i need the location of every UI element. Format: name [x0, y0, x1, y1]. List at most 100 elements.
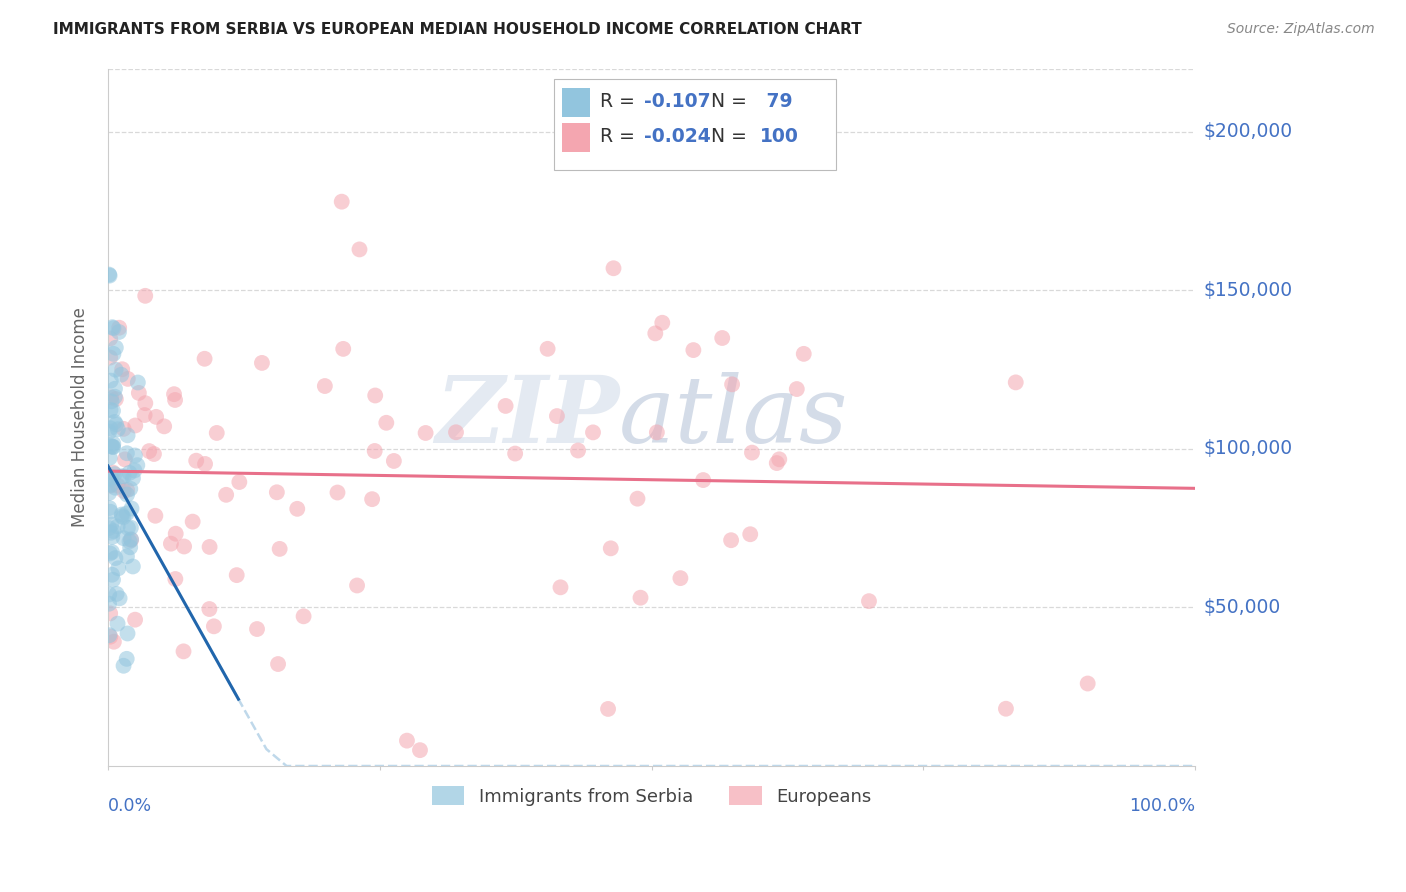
Point — [120, 533, 142, 547]
Point — [98, 501, 121, 516]
Point — [98, 351, 121, 365]
Text: ZIP: ZIP — [434, 372, 619, 462]
Point — [246, 622, 269, 636]
Point — [858, 594, 880, 608]
Text: N =: N = — [711, 127, 754, 145]
Point — [266, 485, 288, 500]
Point — [165, 526, 187, 541]
Point — [721, 377, 744, 392]
Point — [765, 456, 787, 470]
Point — [118, 466, 141, 480]
Point — [104, 382, 127, 396]
Point — [314, 379, 336, 393]
Point — [120, 533, 142, 547]
Text: 100.0%: 100.0% — [1129, 797, 1195, 814]
Point — [330, 194, 353, 209]
Point — [117, 428, 139, 442]
Point — [101, 404, 124, 418]
Point — [101, 440, 124, 454]
Point — [415, 425, 437, 440]
Point — [107, 519, 129, 533]
Point — [651, 316, 673, 330]
Point — [100, 374, 122, 388]
Point — [98, 546, 121, 560]
Point — [98, 597, 121, 611]
Point — [117, 521, 139, 535]
Point — [121, 501, 143, 516]
Point — [98, 587, 121, 601]
Point — [382, 454, 405, 468]
Point — [768, 452, 790, 467]
Point — [98, 331, 121, 345]
Point — [112, 531, 135, 545]
Point — [115, 549, 138, 564]
Point — [98, 521, 121, 535]
Point — [395, 733, 418, 747]
Point — [332, 342, 354, 356]
Point — [692, 473, 714, 487]
Point — [134, 396, 156, 410]
Point — [165, 572, 187, 586]
Text: -0.107: -0.107 — [644, 93, 710, 112]
Point — [173, 540, 195, 554]
Point — [181, 515, 204, 529]
Point — [103, 321, 125, 335]
Point — [111, 469, 134, 483]
Point — [375, 416, 398, 430]
Point — [115, 446, 138, 460]
Point — [101, 466, 124, 480]
Point — [198, 540, 221, 554]
Point — [194, 457, 217, 471]
Point — [409, 743, 432, 757]
Point — [124, 463, 146, 477]
Point — [103, 436, 125, 450]
Text: $100,000: $100,000 — [1204, 440, 1292, 458]
Point — [98, 607, 121, 621]
Point — [124, 418, 146, 433]
Point — [644, 326, 666, 341]
Point — [103, 415, 125, 429]
Point — [546, 409, 568, 423]
Point — [582, 425, 605, 440]
Text: 0.0%: 0.0% — [108, 797, 152, 814]
Point — [124, 449, 146, 463]
Point — [112, 483, 135, 498]
Text: $200,000: $200,000 — [1204, 122, 1292, 142]
Point — [98, 628, 121, 642]
FancyBboxPatch shape — [554, 79, 837, 169]
Text: -0.024: -0.024 — [644, 127, 710, 145]
Point — [285, 501, 308, 516]
Point — [100, 439, 122, 453]
Point — [138, 444, 160, 458]
Point — [103, 467, 125, 482]
Point — [536, 342, 558, 356]
Point — [599, 541, 621, 556]
Point — [117, 372, 139, 386]
Text: R =: R = — [600, 127, 641, 145]
Point — [326, 485, 349, 500]
Point — [98, 486, 121, 500]
Point — [108, 591, 131, 606]
Point — [98, 505, 121, 519]
Point — [153, 419, 176, 434]
Point — [107, 561, 129, 575]
Point — [669, 571, 692, 585]
Point — [118, 534, 141, 549]
Point — [173, 644, 195, 658]
Point — [250, 356, 273, 370]
Point — [364, 444, 387, 458]
Point — [105, 417, 128, 432]
Point — [120, 521, 142, 535]
Text: Source: ZipAtlas.com: Source: ZipAtlas.com — [1227, 22, 1375, 37]
Point — [101, 573, 124, 587]
Point — [228, 475, 250, 489]
Y-axis label: Median Household Income: Median Household Income — [72, 308, 89, 527]
Point — [994, 702, 1017, 716]
Point — [127, 458, 149, 472]
Point — [682, 343, 704, 357]
Point — [142, 447, 165, 461]
Point — [103, 347, 125, 361]
Point — [101, 530, 124, 544]
Point — [107, 422, 129, 436]
Point — [1004, 376, 1026, 390]
